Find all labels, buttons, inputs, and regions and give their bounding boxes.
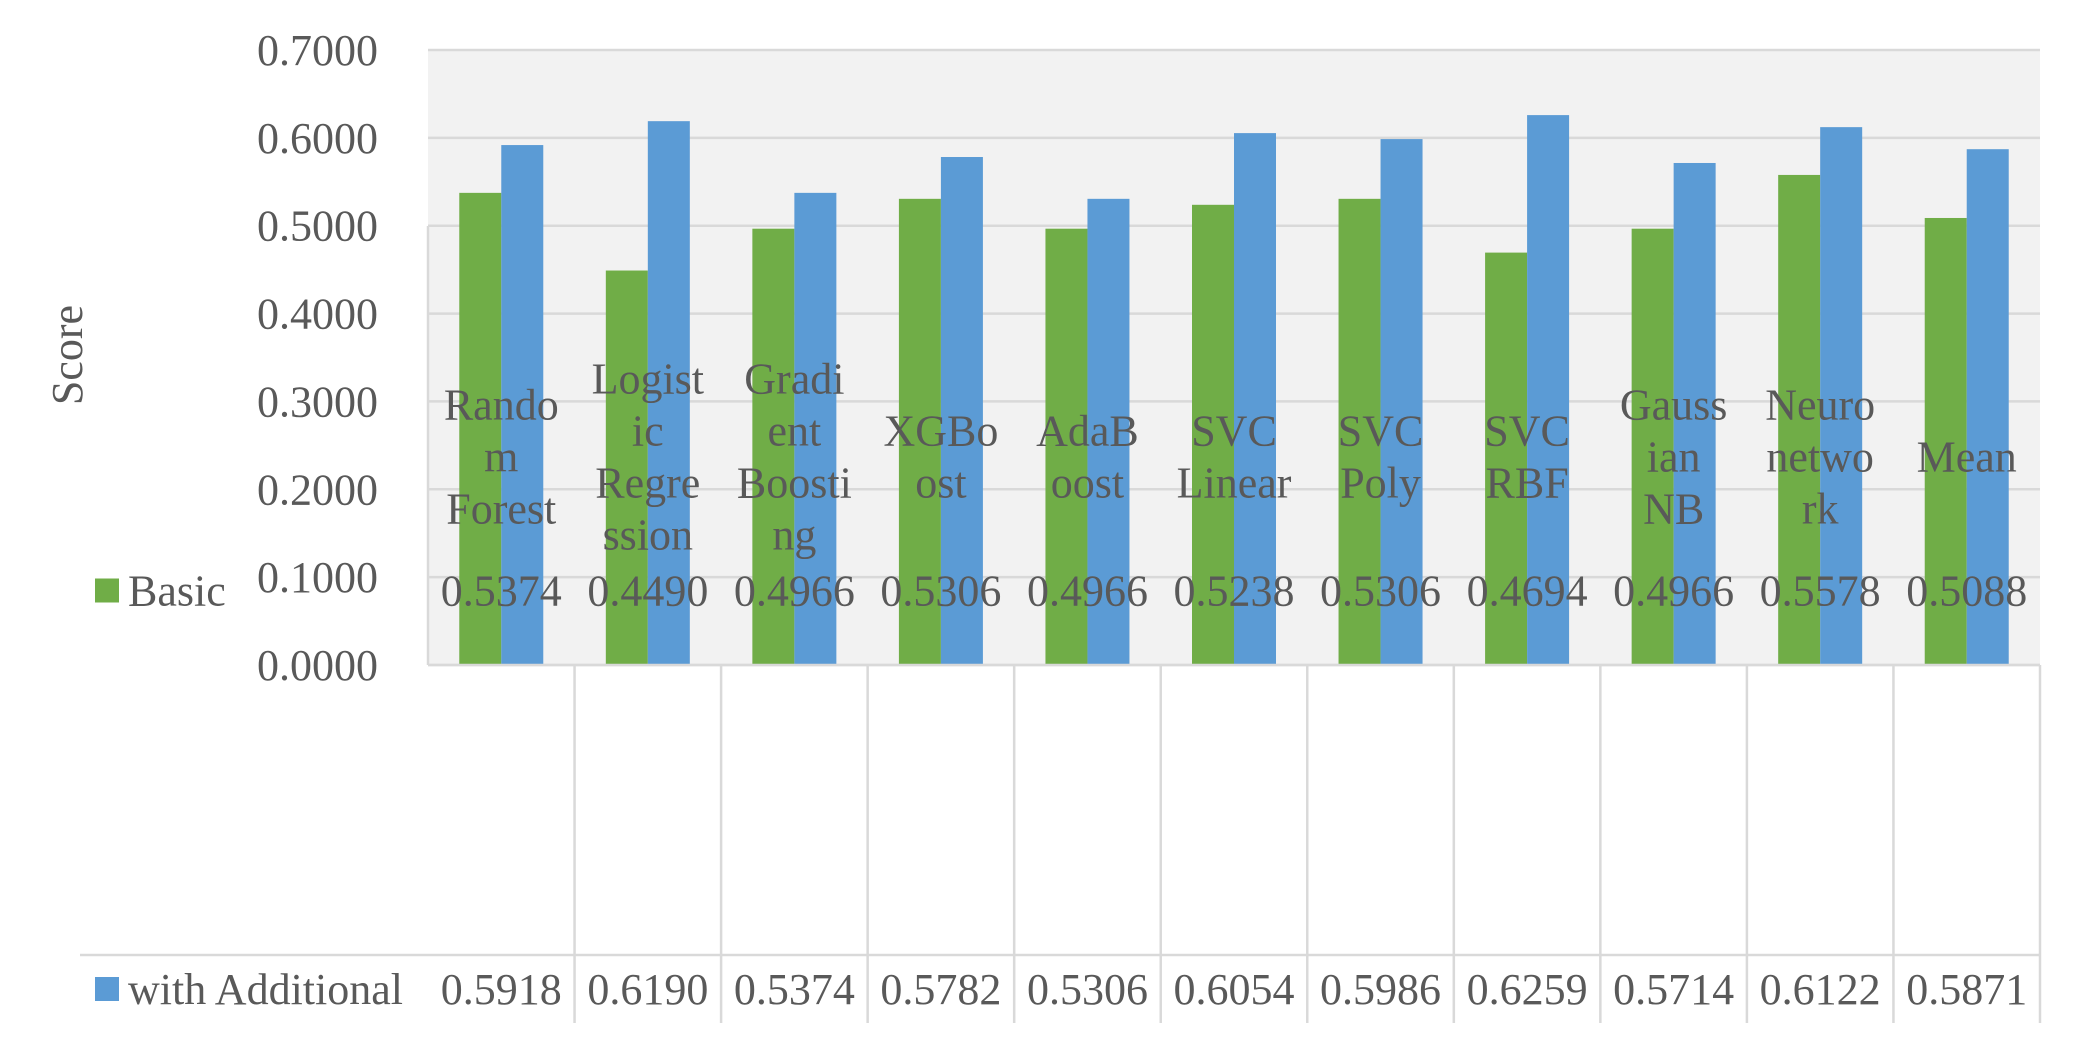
bar-basic	[1485, 252, 1528, 665]
y-axis-label: Score	[43, 305, 92, 405]
y-tick-label: 0.7000	[257, 26, 378, 75]
category-label: Linear	[1177, 459, 1292, 508]
data-value-label: 0.4966	[1613, 567, 1734, 616]
bar-with-additional	[940, 157, 983, 665]
bar-basic	[1045, 228, 1088, 666]
category-label: ost	[915, 459, 966, 508]
bar-basic	[605, 270, 648, 665]
y-tick-label: 0.6000	[257, 114, 378, 163]
category-label: rk	[1802, 485, 1839, 534]
data-value-label: 0.5306	[1027, 965, 1148, 1014]
data-value-label: 0.5578	[1760, 567, 1881, 616]
bar-with-additional	[1820, 127, 1863, 666]
bar-with-additional	[501, 145, 544, 666]
data-value-label: 0.5918	[441, 965, 562, 1014]
category-label: Neuro	[1765, 381, 1875, 430]
data-value-label: 0.5306	[1320, 567, 1441, 616]
data-value-label: 0.5782	[880, 965, 1001, 1014]
data-value-label: 0.6259	[1467, 965, 1588, 1014]
data-value-label: 0.4694	[1467, 567, 1588, 616]
data-value-label: 0.5871	[1906, 965, 2027, 1014]
bar-basic	[459, 192, 502, 665]
category-label: Gauss	[1620, 381, 1728, 430]
bar-basic	[752, 228, 795, 666]
category-label: Boosti	[737, 459, 852, 508]
bar-basic	[1338, 198, 1381, 665]
category-label: ian	[1647, 433, 1701, 482]
data-value-label: 0.5986	[1320, 965, 1441, 1014]
legend-swatch	[95, 578, 119, 603]
category-label: oost	[1051, 459, 1124, 508]
bar-basic	[1778, 174, 1821, 665]
data-value-label: 0.6054	[1174, 965, 1295, 1014]
category-label: ent	[767, 407, 821, 456]
bar-basic	[1924, 217, 1967, 666]
data-value-label: 0.4966	[1027, 567, 1148, 616]
category-label: ssion	[603, 511, 693, 560]
data-value-label: 0.5088	[1906, 567, 2027, 616]
category-label: m	[484, 433, 518, 482]
bar-with-additional	[1234, 133, 1276, 665]
category-label: XGBo	[883, 407, 998, 456]
legend-label: Basic	[128, 567, 226, 616]
bar-basic	[898, 198, 941, 665]
category-label: Forest	[446, 485, 556, 534]
legend-label: with Additional	[128, 965, 403, 1014]
bar-with-additional	[794, 192, 837, 665]
data-value-label: 0.5374	[734, 965, 855, 1014]
bars	[459, 115, 2009, 666]
category-label: NB	[1643, 485, 1704, 534]
data-value-label: 0.6190	[587, 965, 708, 1014]
category-label: netwo	[1766, 433, 1874, 482]
category-label: SVC	[1191, 407, 1277, 456]
bar-with-additional	[647, 121, 690, 665]
y-axis-ticks: 0.0000 0.1000 0.2000 0.3000 0.4000 0.5000 0.60…	[257, 26, 378, 690]
data-value-label: 0.5374	[441, 567, 562, 616]
category-label: ic	[632, 407, 664, 456]
category-label: SVC	[1484, 407, 1570, 456]
y-tick-label: 0.1000	[257, 553, 378, 602]
category-label: Mean	[1917, 433, 2017, 482]
bar-with-additional	[1087, 198, 1130, 665]
bar-basic	[1631, 228, 1674, 666]
y-tick-label: 0.4000	[257, 290, 378, 339]
y-tick-label: 0.5000	[257, 202, 378, 251]
bar-with-additional	[1527, 115, 1570, 665]
data-value-label: 0.5714	[1613, 965, 1734, 1014]
data-value-label: 0.5306	[880, 567, 1001, 616]
category-label: Regre	[595, 459, 700, 508]
bar-with-additional	[1380, 139, 1423, 665]
data-value-label: 0.4966	[734, 567, 855, 616]
data-value-label: 0.5238	[1174, 567, 1295, 616]
bar-with-additional	[1966, 149, 2009, 665]
legend-swatch	[95, 977, 119, 1001]
category-label: RBF	[1486, 459, 1569, 508]
bar-basic	[1192, 204, 1234, 665]
y-tick-label: 0.2000	[257, 465, 378, 514]
data-value-label: 0.4490	[587, 567, 708, 616]
y-tick-label: 0.3000	[257, 377, 378, 426]
bar-with-additional	[1673, 162, 1716, 665]
category-label: ng	[772, 511, 816, 560]
data-value-label: 0.6122	[1760, 965, 1881, 1014]
category-label: SVC	[1338, 407, 1424, 456]
y-tick-label: 0.0000	[257, 641, 378, 690]
category-label: AdaB	[1036, 407, 1139, 456]
category-label: Rando	[444, 381, 559, 430]
category-label: Poly	[1340, 459, 1421, 508]
category-label: Logist	[592, 355, 704, 404]
category-label: Gradi	[744, 355, 844, 404]
